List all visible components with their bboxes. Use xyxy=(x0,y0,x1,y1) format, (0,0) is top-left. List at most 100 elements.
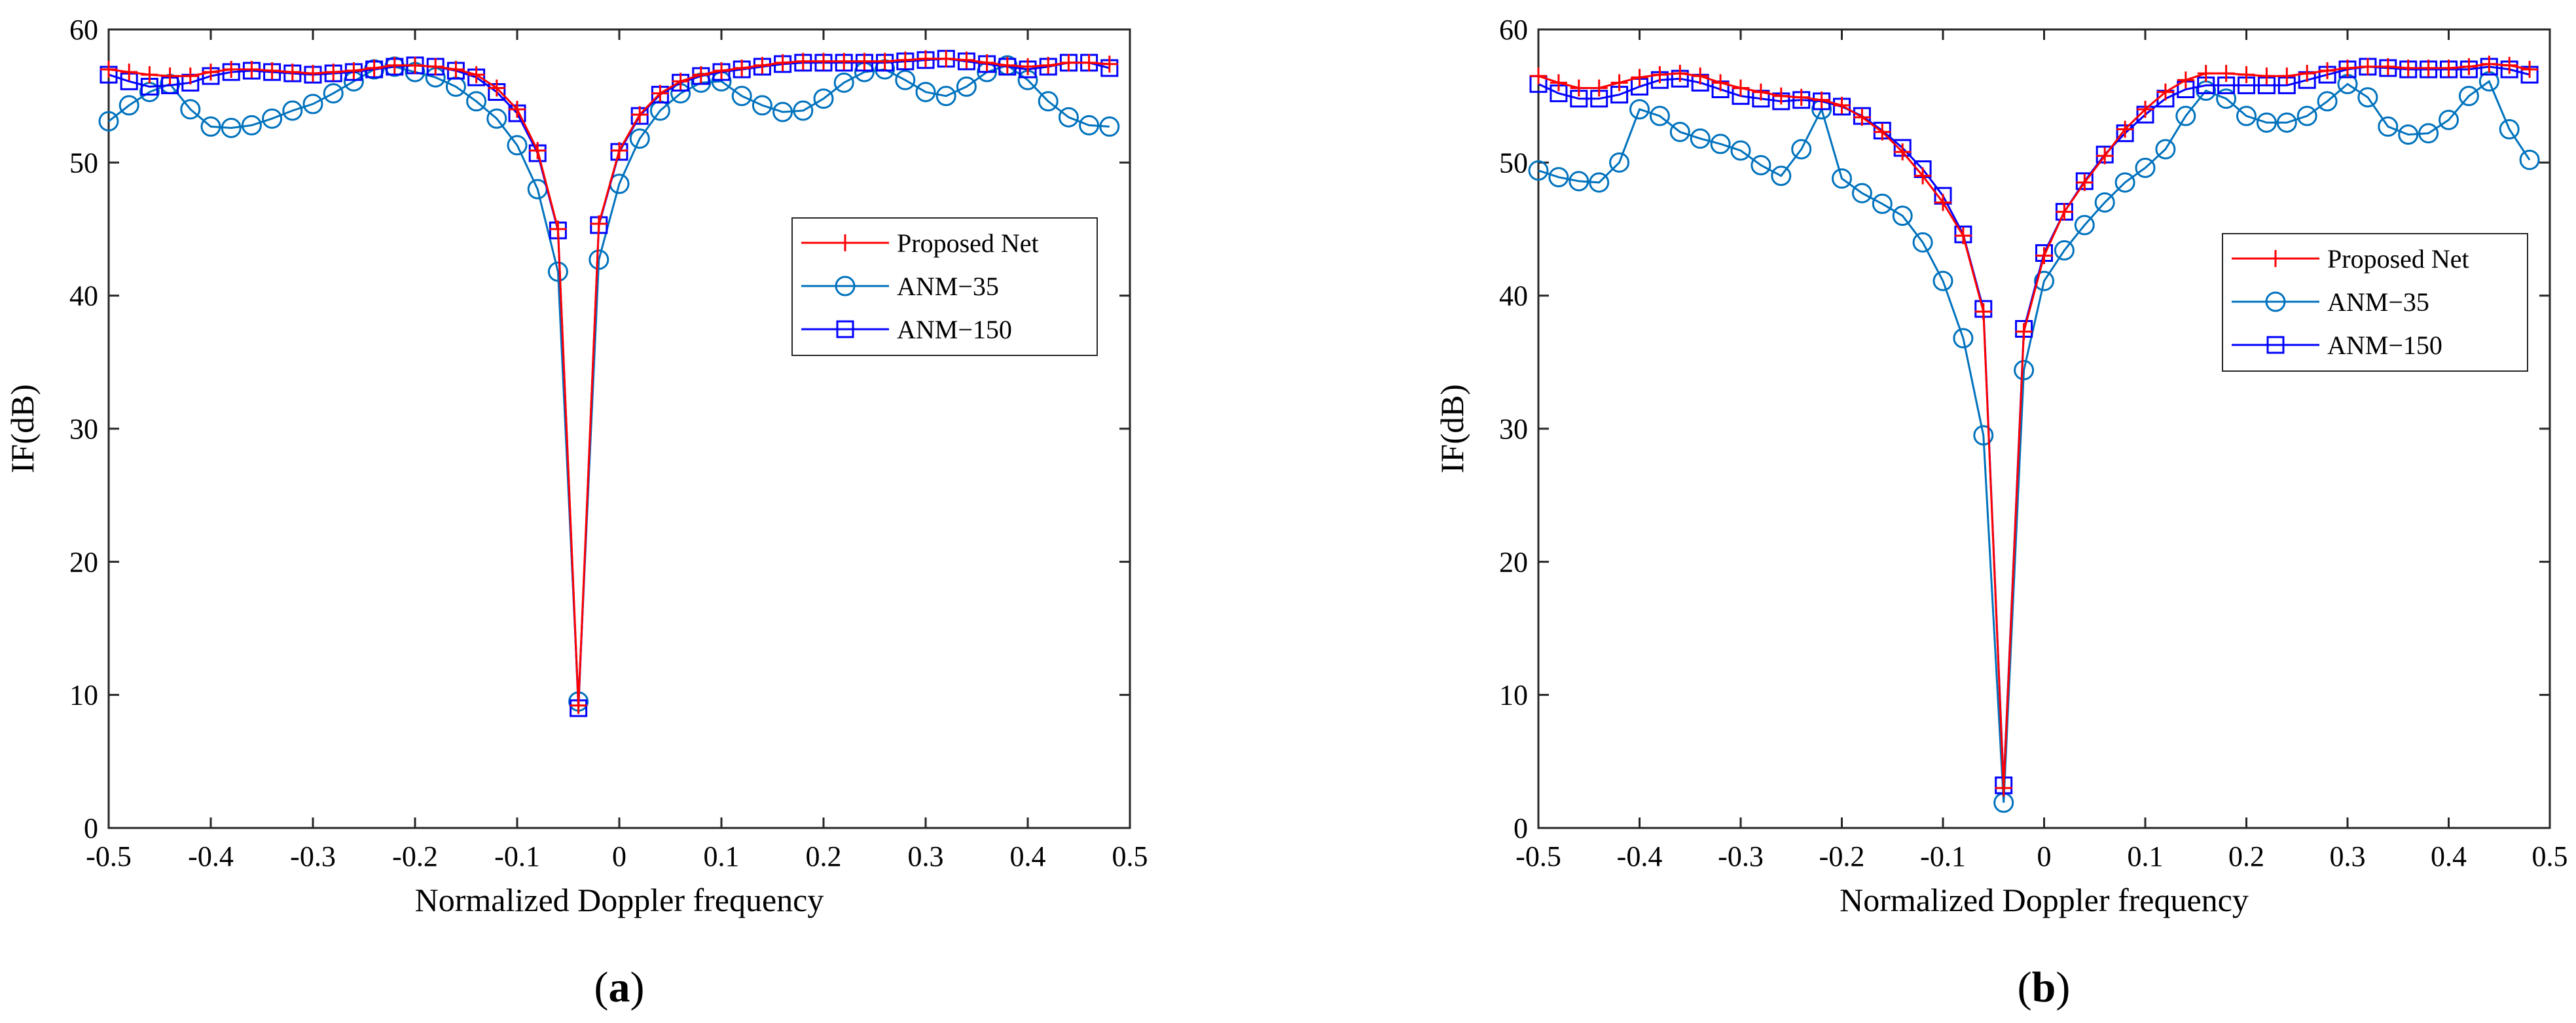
y-tick-label: 50 xyxy=(69,147,98,179)
data-point xyxy=(2480,55,2498,73)
y-tick-label: 40 xyxy=(1499,280,1528,312)
data-point xyxy=(2439,109,2459,130)
legend-entry: Proposed Net xyxy=(801,228,1039,258)
legend-label: Proposed Net xyxy=(2327,244,2469,274)
data-point xyxy=(2197,65,2215,82)
x-tick-label: -0.5 xyxy=(86,840,132,872)
y-tick-label: 30 xyxy=(69,413,98,445)
data-point xyxy=(651,84,669,102)
legend-entry: Proposed Net xyxy=(2232,244,2469,274)
data-point xyxy=(2278,67,2296,85)
x-tick-label: 0.1 xyxy=(704,840,740,872)
data-point xyxy=(713,62,730,80)
data-point xyxy=(2155,139,2176,160)
data-point xyxy=(2256,112,2277,133)
data-point xyxy=(549,221,567,238)
data-point xyxy=(243,61,261,78)
y-tick-label: 20 xyxy=(69,546,98,578)
x-tick-label: -0.5 xyxy=(1515,840,1561,872)
data-point xyxy=(629,128,650,149)
data-point xyxy=(2175,105,2196,126)
data-point xyxy=(1019,58,1036,75)
y-tick-label: 60 xyxy=(1499,14,1528,46)
data-point xyxy=(1934,194,1951,211)
legend-entry: ANM−150 xyxy=(801,315,1012,344)
data-point xyxy=(2054,240,2075,261)
data-point xyxy=(793,100,814,121)
legend-entry: ANM−35 xyxy=(2232,287,2429,317)
data-point xyxy=(813,88,834,109)
data-point xyxy=(956,76,977,97)
y-tick-label: 50 xyxy=(1499,147,1528,179)
data-point xyxy=(1631,69,1648,86)
data-point xyxy=(118,95,139,116)
x-tick-label: -0.1 xyxy=(1920,840,1966,872)
data-point xyxy=(304,65,321,82)
panel-label-close: ) xyxy=(630,963,645,1011)
data-point xyxy=(2258,67,2276,85)
data-point xyxy=(1671,65,1689,82)
data-point xyxy=(1060,54,1078,71)
data-point xyxy=(2217,65,2235,82)
data-point xyxy=(733,59,751,77)
panel-label: (b) xyxy=(2018,963,2071,1011)
x-axis-label: Normalized Doppler frequency xyxy=(1840,882,2249,918)
data-point xyxy=(141,66,158,84)
legend-marker xyxy=(837,234,854,251)
data-point xyxy=(1832,168,1852,189)
data-point xyxy=(2460,58,2478,75)
data-point xyxy=(2399,59,2417,77)
data-point xyxy=(221,117,242,138)
data-point xyxy=(1530,67,1547,85)
y-tick-label: 40 xyxy=(69,280,98,312)
data-point xyxy=(509,101,526,118)
y-tick-label: 10 xyxy=(1499,679,1528,711)
data-point xyxy=(590,215,608,232)
data-point xyxy=(1038,91,1059,112)
data-point xyxy=(1669,122,1690,143)
data-point xyxy=(282,100,303,121)
data-point xyxy=(241,115,262,135)
panel-label-close: ) xyxy=(2056,963,2070,1011)
data-point xyxy=(1912,232,1933,253)
legend-label: ANM−150 xyxy=(897,315,1012,344)
data-point xyxy=(1932,270,1953,291)
panel-label-letter: a xyxy=(609,963,630,1011)
y-tick-label: 20 xyxy=(1499,546,1528,578)
legend-label: ANM−35 xyxy=(2327,287,2429,317)
data-point xyxy=(427,58,444,75)
data-point xyxy=(1570,79,1587,97)
data-point xyxy=(2135,157,2156,178)
legend: Proposed Net ANM−35 ANM−150 xyxy=(791,217,1098,356)
data-point xyxy=(833,72,854,93)
series-plus xyxy=(1530,55,2539,797)
data-point xyxy=(1569,171,1589,192)
data-point xyxy=(935,86,956,107)
data-point xyxy=(2015,323,2033,340)
data-point xyxy=(1690,128,1711,149)
y-axis-label: IF(dB) xyxy=(4,384,41,473)
data-point xyxy=(1079,115,1100,135)
data-point xyxy=(2276,112,2297,133)
data-point xyxy=(2458,86,2479,107)
panel-label-open: ( xyxy=(594,963,609,1011)
data-point xyxy=(1629,99,1650,120)
x-axis-label: Normalized Doppler frequency xyxy=(415,882,824,918)
x-tick-label: -0.2 xyxy=(1819,840,1865,872)
data-point xyxy=(120,63,138,81)
data-point xyxy=(731,86,752,107)
data-point xyxy=(2116,120,2134,138)
data-point xyxy=(752,95,772,116)
data-point xyxy=(958,51,975,69)
data-point xyxy=(1851,183,1872,204)
data-point xyxy=(1590,79,1608,97)
data-point xyxy=(2420,59,2437,77)
data-point xyxy=(2501,56,2518,74)
data-point xyxy=(774,54,791,71)
x-tick-label: 0.5 xyxy=(1112,840,1148,872)
x-tick-label: -0.2 xyxy=(392,840,438,872)
data-point xyxy=(302,94,323,115)
data-point xyxy=(507,135,528,156)
data-point xyxy=(570,696,587,714)
